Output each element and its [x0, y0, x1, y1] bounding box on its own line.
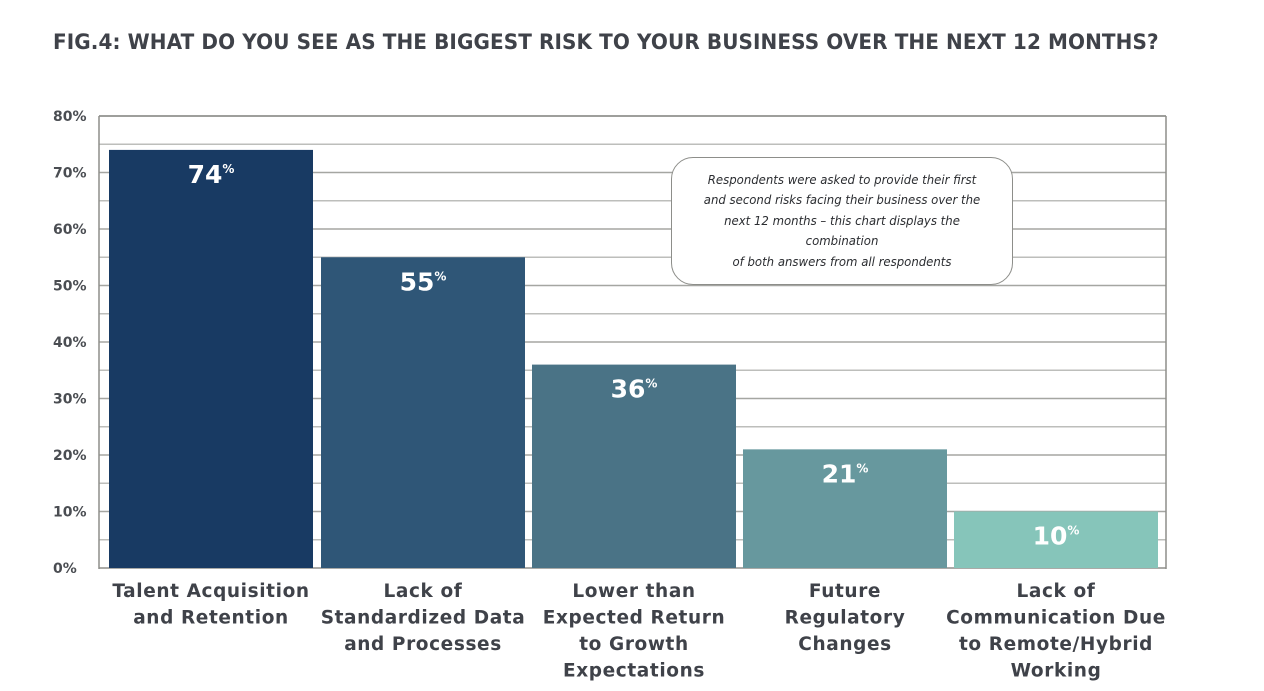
- x-category-label-line: Working: [1011, 661, 1102, 682]
- value-number: 10: [1033, 522, 1068, 551]
- y-tick-label: 20%: [53, 448, 87, 464]
- x-category-label: Future Regulatory Changes: [785, 581, 906, 655]
- note-line: and second risks facing their business o…: [703, 192, 981, 208]
- bar: [321, 257, 525, 568]
- x-category-label: Talent Acquisition and Retention: [112, 581, 309, 629]
- value-label: 36%: [611, 375, 658, 404]
- y-tick-label: 60%: [53, 222, 87, 238]
- y-tick-label: 40%: [53, 335, 87, 351]
- value-label: 21%: [822, 459, 869, 488]
- annotation-note: Respondents were asked to provide their …: [671, 157, 1013, 285]
- x-category-label-line: Expectations: [563, 661, 705, 682]
- chart-title: FIG.4: WHAT DO YOU SEE AS THE BIGGEST RI…: [53, 30, 1159, 55]
- x-category-label-line: to Growth: [579, 634, 689, 655]
- x-category-label-line: Standardized Data: [321, 608, 526, 629]
- note-line: next 12 months – this chart displays the…: [724, 212, 960, 249]
- note-line: Respondents were asked to provide their …: [707, 171, 977, 187]
- x-category-label-line: Changes: [798, 634, 891, 655]
- y-tick-label: 10%: [53, 505, 87, 521]
- value-number: 21: [822, 459, 857, 488]
- value-percent-sign: %: [1067, 524, 1079, 538]
- value-percent-sign: %: [645, 377, 657, 391]
- value-label: 10%: [1033, 522, 1080, 551]
- x-category-label-line: Future: [809, 581, 881, 602]
- x-axis-category-labels: Talent Acquisition and Retention Lack of St…: [112, 581, 1166, 682]
- value-labels: 74%55%36%21%10%: [188, 160, 1080, 551]
- y-axis-tick-labels: 0% 10% 20% 30% 40% 50% 60% 70% 80%: [53, 109, 87, 577]
- bar: [743, 449, 947, 568]
- note-line: of both answers from all respondents: [732, 253, 952, 269]
- x-category-label-line: and Processes: [344, 634, 502, 655]
- value-percent-sign: %: [222, 162, 234, 176]
- value-percent-sign: %: [856, 461, 868, 475]
- y-tick-label: 50%: [53, 279, 87, 295]
- x-category-label-line: Lack of: [1017, 581, 1096, 602]
- y-tick-label: 0%: [53, 561, 77, 577]
- y-tick-label: 30%: [53, 392, 87, 408]
- y-tick-label: 70%: [53, 166, 87, 182]
- value-percent-sign: %: [434, 269, 446, 283]
- bar: [532, 364, 736, 568]
- x-category-label-line: Lower than: [572, 581, 695, 602]
- value-number: 36: [611, 375, 646, 404]
- value-label: 74%: [188, 160, 235, 189]
- bars: [109, 149, 1158, 568]
- value-label: 55%: [400, 267, 447, 296]
- value-number: 55: [400, 267, 435, 296]
- x-category-label: Lack of Standardized Data and Processes: [321, 581, 526, 655]
- x-category-label-line: Talent Acquisition: [112, 581, 309, 602]
- x-category-label: Lack of Communication Due to Remote/Hybrid…: [946, 581, 1166, 682]
- x-category-label-line: to Remote/Hybrid: [959, 634, 1153, 655]
- y-tick-label: 80%: [53, 109, 87, 125]
- value-number: 74: [188, 160, 223, 189]
- x-category-label-line: and Retention: [133, 608, 289, 629]
- x-category-label-line: Regulatory: [785, 608, 906, 629]
- bar: [109, 149, 313, 568]
- bar: [954, 511, 1158, 568]
- x-category-label-line: Communication Due: [946, 608, 1166, 629]
- x-category-label-line: Lack of: [384, 581, 463, 602]
- x-category-label-line: Expected Return: [543, 608, 726, 629]
- x-category-label: Lower than Expected Return to Growth Expect…: [543, 581, 726, 682]
